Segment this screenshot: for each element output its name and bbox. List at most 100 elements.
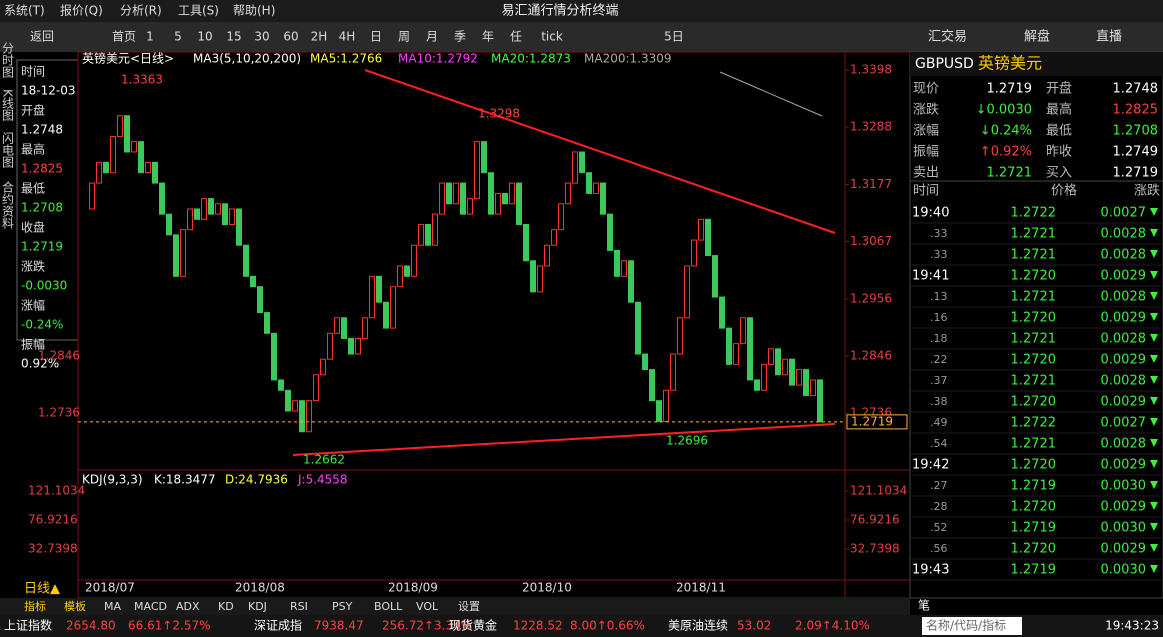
- side-tab[interactable]: K线图: [1, 89, 15, 121]
- toolbar-button[interactable]: 年: [482, 30, 494, 44]
- down-arrow: [1150, 565, 1158, 573]
- ma200-line: [719, 71, 823, 117]
- candle: [656, 400, 662, 422]
- candle: [362, 317, 368, 339]
- quote-label: 卖出: [913, 166, 939, 181]
- toolbar-button[interactable]: 任: [510, 30, 522, 44]
- toolbar-button[interactable]: 4H: [339, 30, 356, 44]
- tick-time: .33: [930, 248, 948, 261]
- info-value: 1.2708: [21, 201, 63, 215]
- x-tick-label: 2018/09: [388, 581, 438, 595]
- kdj-tick-label: 121.1034: [850, 483, 907, 497]
- toolbar-button[interactable]: 5: [174, 30, 182, 44]
- tick-tab[interactable]: 笔: [918, 598, 930, 613]
- candle: [348, 337, 354, 355]
- quote-header: [910, 52, 1163, 76]
- toolbar-button[interactable]: 1: [146, 30, 154, 44]
- menu-item[interactable]: 报价(Q): [60, 3, 103, 18]
- candle: [502, 192, 508, 205]
- candle: [460, 182, 466, 215]
- toolbar-button[interactable]: 首页: [112, 30, 136, 44]
- candle: [551, 229, 557, 246]
- side-tab[interactable]: 闪电图: [1, 132, 15, 168]
- quote-value: 1.2748: [1113, 82, 1159, 97]
- candle: [719, 296, 725, 329]
- tick-time: .18: [930, 332, 948, 345]
- indicator-tab[interactable]: 设置: [458, 600, 480, 613]
- indicator-tab[interactable]: ADX: [176, 600, 200, 613]
- period-label[interactable]: 日线▲: [24, 582, 60, 597]
- toolbar-button[interactable]: 直播: [1096, 30, 1122, 45]
- down-arrow: [1150, 523, 1158, 531]
- info-label: 振幅: [21, 337, 45, 352]
- toolbar-button[interactable]: 返回: [30, 30, 54, 44]
- candle: [397, 265, 403, 288]
- tick-change: 0.0029: [1101, 353, 1147, 368]
- indicator-tab[interactable]: MACD: [134, 600, 167, 613]
- indicator-tab[interactable]: KD: [218, 600, 234, 613]
- candle: [194, 208, 200, 220]
- indicator-tab[interactable]: PSY: [332, 600, 353, 613]
- candle: [96, 161, 102, 184]
- last-price-label: 1.2719: [851, 414, 893, 428]
- search-box[interactable]: [922, 617, 1022, 635]
- x-tick-label: 2018/08: [235, 581, 285, 595]
- candle: [432, 213, 438, 246]
- side-tab[interactable]: 合约资料: [1, 180, 15, 229]
- indicator-tab[interactable]: BOLL: [374, 600, 403, 613]
- toolbar-button[interactable]: 10: [197, 30, 212, 44]
- menu-item[interactable]: 帮助(H): [233, 4, 275, 18]
- indicator-tab[interactable]: MA: [104, 600, 121, 613]
- indicator-tab[interactable]: 模板: [64, 599, 86, 613]
- candle: [313, 374, 319, 402]
- side-tab[interactable]: 分时图: [1, 42, 15, 78]
- indicator-tab[interactable]: KDJ: [248, 600, 267, 613]
- indicator-tab[interactable]: VOL: [416, 600, 439, 613]
- menu-item[interactable]: 分析(R): [120, 4, 162, 18]
- candle: [754, 379, 760, 391]
- indicator-tab[interactable]: 指标: [24, 599, 46, 613]
- candle: [306, 400, 312, 433]
- candle: [355, 337, 361, 355]
- support-trendline: [292, 423, 836, 456]
- tick-time: .28: [930, 500, 948, 513]
- menu-item[interactable]: 工具(S): [178, 4, 219, 18]
- toolbar-button[interactable]: 汇交易: [928, 29, 967, 45]
- toolbar-button[interactable]: 5日: [664, 30, 684, 44]
- search-placeholder[interactable]: 名称/代码/指标: [926, 618, 1006, 633]
- x-tick-label: 2018/10: [522, 581, 572, 595]
- toolbar-button[interactable]: 日: [370, 30, 382, 44]
- candle: [243, 244, 249, 277]
- candle: [621, 260, 627, 277]
- toolbar-button[interactable]: 周: [398, 30, 410, 44]
- toolbar-button[interactable]: 2H: [311, 30, 328, 44]
- toolbar: [0, 22, 1163, 52]
- toolbar-button[interactable]: tick: [541, 30, 563, 44]
- toolbar-button[interactable]: 15: [226, 30, 241, 44]
- candle: [572, 151, 578, 184]
- toolbar-button[interactable]: 季: [454, 30, 466, 44]
- toolbar-button[interactable]: 解盘: [1024, 29, 1050, 45]
- last-price-box: [846, 414, 908, 430]
- ticker-price: 53.02: [737, 619, 771, 633]
- candle: [495, 192, 501, 215]
- menu-item[interactable]: 系统(T): [4, 4, 45, 18]
- indicator-tab[interactable]: RSI: [290, 600, 308, 613]
- ticker-price: 2654.80: [66, 619, 116, 633]
- toolbar-button[interactable]: 月: [426, 30, 438, 44]
- quote-label: 涨幅: [913, 124, 939, 139]
- candle: [446, 182, 452, 205]
- tick-change: 0.0027: [1101, 206, 1147, 221]
- tick-time: .54: [930, 437, 948, 450]
- quote-value: ↓0.24%: [980, 124, 1032, 139]
- ticker-name: 深证成指: [254, 618, 302, 633]
- tick-time: 19:42: [912, 458, 949, 473]
- quote-value: ↓0.0030: [976, 103, 1032, 118]
- candle: [607, 213, 613, 251]
- tick-change: 0.0030: [1101, 521, 1147, 536]
- toolbar-button[interactable]: 60: [283, 30, 298, 44]
- candle: [187, 208, 193, 231]
- candle: [439, 182, 445, 215]
- toolbar-button[interactable]: 30: [254, 30, 269, 44]
- candle: [257, 286, 263, 314]
